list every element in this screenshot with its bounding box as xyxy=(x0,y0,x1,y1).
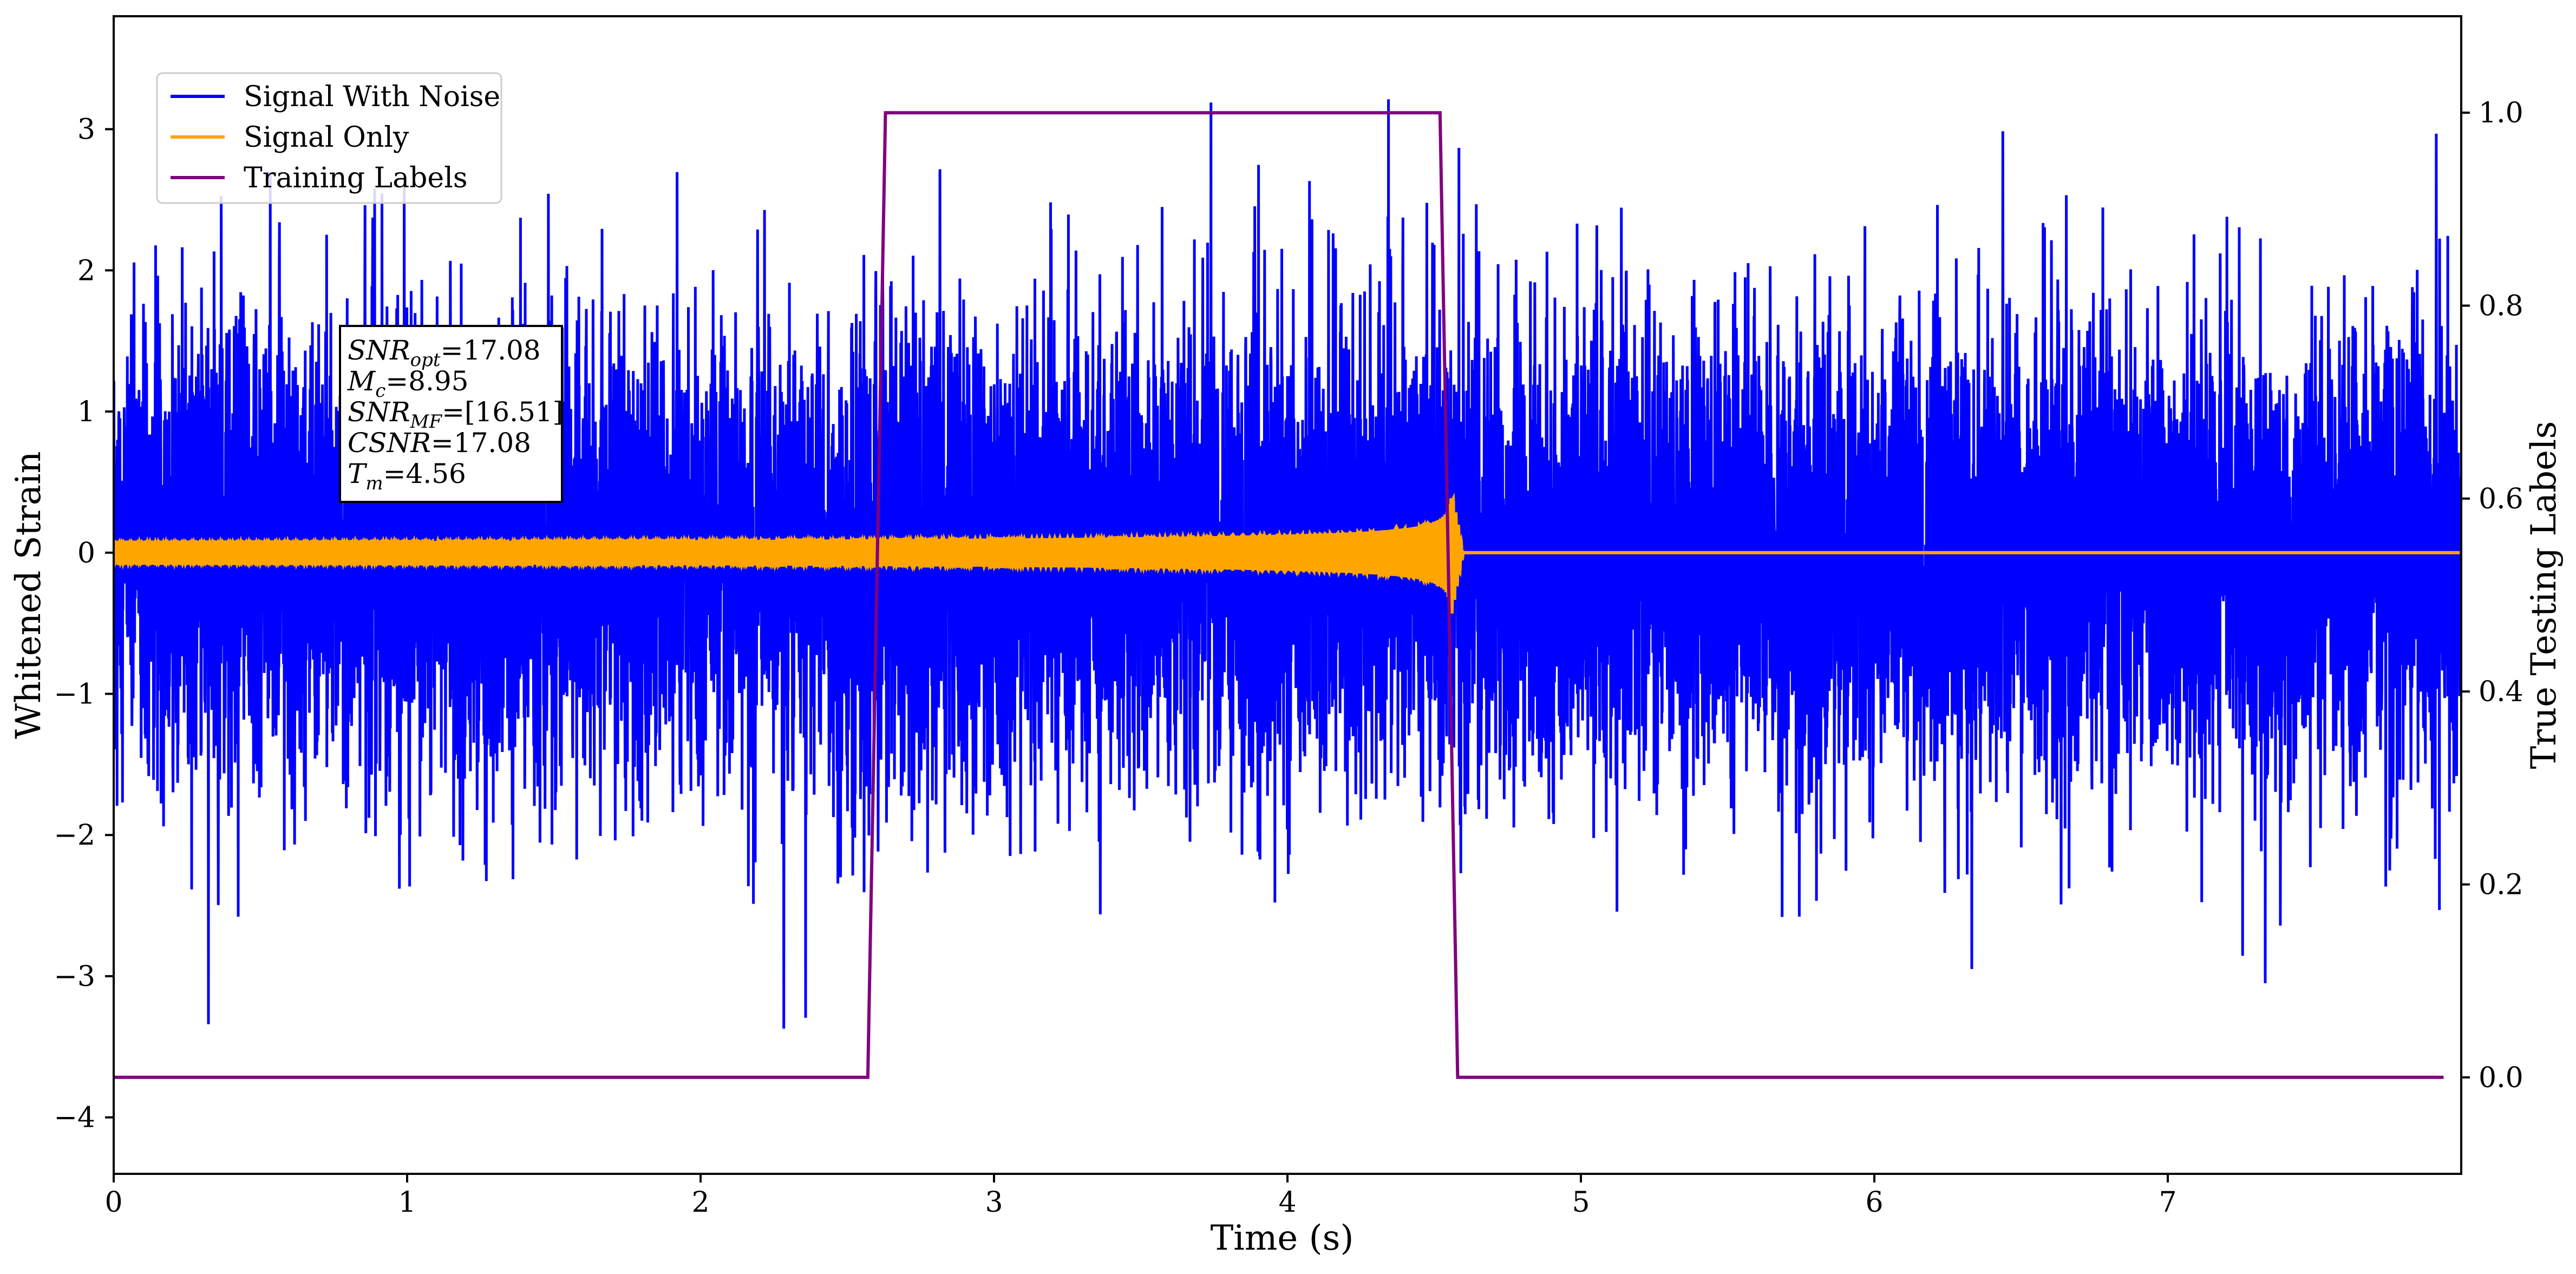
x-tick-label: 2 xyxy=(691,1186,709,1219)
series-line-training-labels xyxy=(114,111,2444,1079)
legend-entry-signal-only: Signal Only xyxy=(244,121,409,154)
x-tick-label: 0 xyxy=(104,1186,122,1219)
y-axis-right: 0.0 0.2 0.4 0.6 0.8 1.0 xyxy=(2461,97,2523,1094)
y2-tick-label: 0.6 xyxy=(2479,483,2523,515)
y2-tick-label: 0.2 xyxy=(2479,869,2523,901)
y-tick-label: 1 xyxy=(77,396,95,428)
annotation-snr-mf: SNRMF=[16.51] xyxy=(348,396,563,433)
legend: Signal With Noise Signal Only Training L… xyxy=(156,72,502,204)
y-tick-label: 3 xyxy=(77,114,95,146)
x-axis-label: Time (s) xyxy=(1211,1218,1354,1258)
x-tick-label: 4 xyxy=(1278,1186,1296,1219)
annotation-box-frame xyxy=(339,325,563,503)
legend-box xyxy=(156,72,502,204)
y-tick-label: −1 xyxy=(54,678,95,711)
y2-tick-label: 1.0 xyxy=(2479,97,2523,129)
y2-tick-label: 0.4 xyxy=(2479,676,2523,708)
y-axis-left: −4 −3 −2 −1 0 1 2 3 xyxy=(54,114,114,1134)
x-tick-label: 7 xyxy=(2159,1186,2176,1219)
annotation-mc: Mc=8.95 xyxy=(347,365,468,402)
annotation-csnr: CSNR=17.08 xyxy=(348,427,531,459)
y-axis-label: Whitened Strain xyxy=(9,451,49,739)
parameter-annotation-box: SNRopt=17.08 Mc=8.95 SNRMF=[16.51] CSNR=… xyxy=(339,325,563,503)
y-tick-label: −2 xyxy=(54,819,95,852)
annotation-snr-opt-value: 17.08 xyxy=(463,335,540,366)
y-tick-label: 0 xyxy=(77,537,95,570)
y2-axis-label: True Testing Labels xyxy=(2524,421,2564,769)
y-tick-label: −3 xyxy=(54,961,95,993)
x-tick-label: 6 xyxy=(1865,1186,1883,1219)
legend-entry-signal-with-noise: Signal With Noise xyxy=(244,81,500,113)
x-tick-label: 5 xyxy=(1572,1186,1590,1219)
series-line-signal-only xyxy=(114,492,2460,614)
y2-tick-label: 0.8 xyxy=(2479,290,2523,323)
x-tick-label: 1 xyxy=(398,1186,416,1219)
annotation-mc-value: 8.95 xyxy=(408,365,468,397)
annotation-tm: Tm=4.56 xyxy=(348,458,466,494)
y-tick-label: 2 xyxy=(77,254,95,287)
legend-entry-training-labels: Training Labels xyxy=(244,162,468,194)
annotation-tm-value: 4.56 xyxy=(406,458,466,489)
annotation-snr-opt: SNRopt=17.08 xyxy=(348,335,541,371)
x-tick-label: 3 xyxy=(985,1186,1003,1219)
plot-area xyxy=(114,99,2461,1079)
annotation-csnr-value: 17.08 xyxy=(454,427,531,459)
y2-tick-label: 0.0 xyxy=(2479,1062,2523,1094)
annotation-snr-mf-value: [16.51] xyxy=(465,396,563,428)
y-tick-label: −4 xyxy=(54,1102,95,1134)
x-axis: 0 1 2 3 4 5 6 7 xyxy=(104,1174,2177,1219)
